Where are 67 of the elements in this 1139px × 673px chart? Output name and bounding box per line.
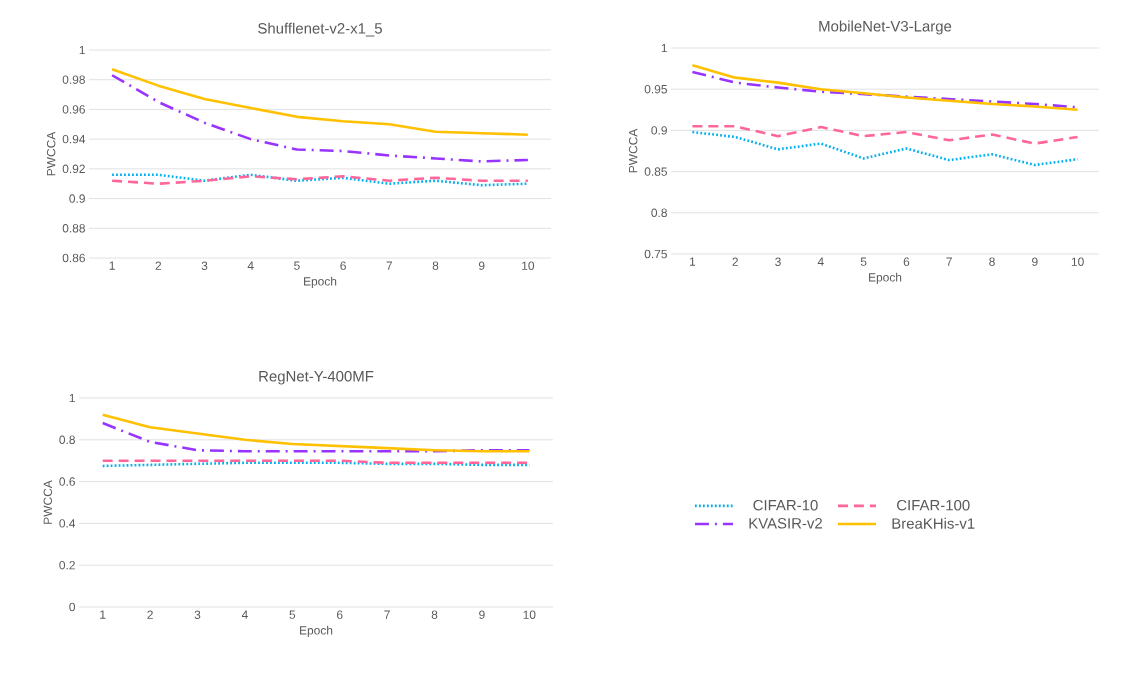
x-tick-label: 4 <box>817 257 824 266</box>
y-tick-label: 0.94 <box>62 134 86 144</box>
x-tick-label: 6 <box>336 610 343 619</box>
x-tick-label: 3 <box>775 257 781 266</box>
x-tick-label: 8 <box>989 257 995 266</box>
x-tick-label: 1 <box>109 261 115 270</box>
x-tick-label: 6 <box>340 261 346 270</box>
x-tick-label: 4 <box>247 261 254 270</box>
y-tick-label: 1 <box>79 45 85 55</box>
y-tick-label: 1 <box>661 43 667 53</box>
x-axis-title: Epoch <box>304 276 337 288</box>
y-tick-label: 0.6 <box>59 477 75 486</box>
x-tick-label: 2 <box>155 261 162 270</box>
x-tick-label: 7 <box>384 610 390 619</box>
x-tick-label: 2 <box>732 257 738 266</box>
chart-title: RegNet-Y-400MF <box>259 370 374 385</box>
legend-label: CIFAR-100 <box>897 499 970 511</box>
x-tick-label: 6 <box>903 257 910 266</box>
line-series <box>110 73 530 163</box>
x-tick-label: 1 <box>100 610 106 619</box>
y-axis-title: PWCCA <box>43 480 53 524</box>
y-tick-label: 0.8 <box>651 208 667 218</box>
x-tick-label: 5 <box>860 257 867 266</box>
y-tick-label: 1 <box>69 393 75 403</box>
y-tick-label: 0.92 <box>62 164 85 174</box>
chart-title: Shufflenet-v2-x1_5 <box>258 22 382 37</box>
y-axis-title: PWCCA <box>46 131 56 176</box>
x-tick-label: 5 <box>294 261 300 270</box>
line-series <box>691 130 1079 167</box>
x-axis-title: Epoch <box>300 625 333 637</box>
x-tick-label: 4 <box>241 610 248 619</box>
y-tick-label: 0 <box>69 602 76 612</box>
x-tick-label: 8 <box>431 610 438 619</box>
line-series <box>691 124 1079 145</box>
y-axis-title: PWCCA <box>628 128 638 173</box>
x-tick-label: 2 <box>147 610 153 619</box>
x-tick-label: 9 <box>479 610 485 619</box>
y-tick-label: 0.2 <box>59 560 75 570</box>
x-tick-label: 5 <box>289 610 296 619</box>
y-tick-label: 0.9 <box>651 126 667 135</box>
y-tick-label: 0.75 <box>644 249 667 259</box>
y-tick-label: 0.4 <box>59 519 76 528</box>
legend-label: BreaKHis-v1 <box>892 517 975 529</box>
line-series <box>110 68 530 136</box>
y-tick-label: 0.96 <box>62 105 85 114</box>
x-tick-label: 9 <box>478 261 485 270</box>
y-tick-label: 0.95 <box>644 84 667 94</box>
x-tick-label: 3 <box>201 261 208 270</box>
legend-label: KVASIR-v2 <box>749 518 822 529</box>
x-tick-label: 10 <box>522 261 535 270</box>
y-tick-label: 0.88 <box>62 224 85 233</box>
y-tick-label: 0.9 <box>69 194 85 203</box>
x-axis-title: Epoch <box>869 272 902 284</box>
y-tick-label: 0.85 <box>644 167 667 176</box>
x-tick-label: 8 <box>432 261 439 270</box>
x-tick-label: 7 <box>386 261 393 270</box>
x-tick-label: 10 <box>523 610 536 619</box>
x-tick-label: 3 <box>194 610 201 619</box>
y-tick-label: 0.8 <box>59 435 75 445</box>
y-tick-label: 0.98 <box>62 75 85 84</box>
x-tick-label: 1 <box>689 257 696 266</box>
chart-title: MobileNet-V3-Large <box>819 20 952 35</box>
x-tick-label: 10 <box>1071 257 1084 266</box>
legend-label: CIFAR-10 <box>753 499 818 511</box>
x-tick-label: 7 <box>946 257 952 266</box>
x-tick-label: 9 <box>1032 257 1038 266</box>
y-tick-label: 0.86 <box>62 253 85 263</box>
